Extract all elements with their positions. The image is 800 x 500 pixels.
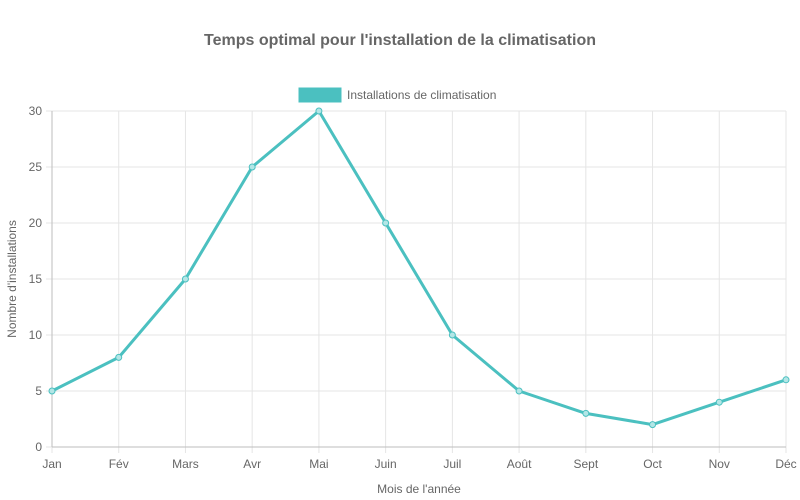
legend-label: Installations de climatisation — [347, 88, 496, 102]
x-tick-label: Mai — [309, 457, 328, 471]
x-tick-label: Mars — [172, 457, 199, 471]
data-point[interactable] — [649, 421, 657, 429]
x-tick-label: Nov — [709, 457, 730, 471]
x-tick-label: Fév — [109, 457, 129, 471]
data-point[interactable] — [115, 353, 123, 361]
y-grid — [46, 110, 786, 448]
x-tick-label: Août — [507, 457, 532, 471]
data-point[interactable] — [181, 275, 189, 283]
data-point[interactable] — [382, 219, 390, 227]
data-point[interactable] — [715, 398, 723, 406]
x-tick-label: Juil — [443, 457, 461, 471]
x-tick-label: Sept — [573, 457, 598, 471]
y-tick-label: 10 — [29, 328, 43, 342]
x-tick-label: Juin — [375, 457, 397, 471]
y-tick-label: 0 — [35, 440, 42, 454]
x-tick-labels: Jan Fév Mars Avr Mai Juin Juil Août Sept Oct Nov Dé… — [42, 457, 796, 471]
x-tick-label: Déc — [775, 457, 796, 471]
y-tick-label: 15 — [29, 272, 43, 286]
y-axis-title: Nombre d'installations — [5, 220, 19, 338]
data-point[interactable] — [582, 409, 590, 417]
data-point[interactable] — [48, 387, 56, 395]
y-tick-label: 30 — [29, 104, 43, 118]
x-grid — [51, 111, 787, 453]
series-line — [51, 109, 787, 427]
legend[interactable]: Installations de climatisation — [298, 87, 496, 103]
data-point[interactable] — [448, 331, 456, 339]
x-tick-label: Oct — [643, 457, 662, 471]
series-group — [48, 107, 790, 429]
y-tick-label: 5 — [35, 384, 42, 398]
x-tick-label: Avr — [243, 457, 261, 471]
data-point[interactable] — [782, 376, 790, 384]
legend-swatch — [298, 87, 342, 103]
x-axis-title: Mois de l'année — [377, 482, 461, 496]
y-tick-label: 25 — [29, 160, 43, 174]
y-tick-labels: 0 5 10 15 20 25 30 — [29, 104, 43, 454]
data-point[interactable] — [315, 107, 323, 115]
chart-title: Temps optimal pour l'installation de la … — [204, 32, 596, 49]
x-tick-label: Jan — [42, 457, 61, 471]
data-point[interactable] — [515, 387, 523, 395]
data-point[interactable] — [248, 163, 256, 171]
y-tick-label: 20 — [29, 216, 43, 230]
